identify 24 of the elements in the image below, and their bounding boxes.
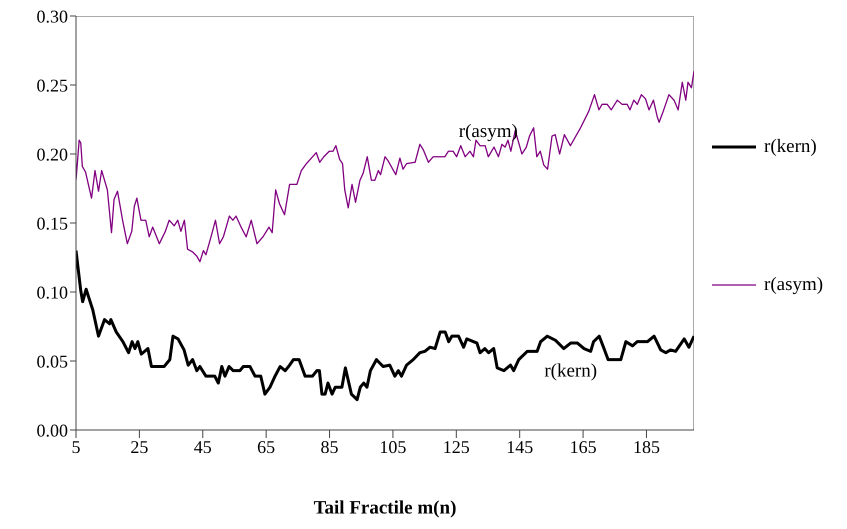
legend-label: r(asym) bbox=[764, 274, 824, 296]
x-tick-label: 25 bbox=[130, 436, 148, 457]
line-series bbox=[76, 249, 694, 402]
x-axis-title: Tail Fractile m(n) bbox=[314, 497, 456, 518]
x-tick-label: 45 bbox=[194, 436, 212, 457]
x-tick-label: 5 bbox=[72, 436, 80, 457]
x-tick-label: 145 bbox=[506, 436, 534, 457]
y-tick-label: 0.05 bbox=[36, 351, 68, 372]
x-tick-label: 165 bbox=[570, 436, 597, 457]
y-tick-label: 0.20 bbox=[36, 144, 68, 164]
annotation: r(kern) bbox=[544, 360, 598, 382]
y-tick-label: 0.15 bbox=[36, 213, 68, 234]
legend-label: r(kern) bbox=[764, 136, 817, 158]
x-tick-label: 125 bbox=[442, 436, 470, 457]
y-tick-label: 0.30 bbox=[36, 6, 68, 26]
x-tick-label: 105 bbox=[379, 436, 406, 457]
x-tick-label: 85 bbox=[320, 436, 339, 457]
y-tick-label: 0.25 bbox=[36, 75, 68, 96]
x-tick-label: 185 bbox=[632, 436, 660, 457]
annotation: r(asym) bbox=[458, 120, 518, 142]
line-series bbox=[76, 70, 694, 262]
y-tick-label: 0.00 bbox=[36, 420, 68, 440]
x-tick-label: 65 bbox=[257, 436, 276, 457]
y-tick-label: 0.10 bbox=[36, 282, 68, 302]
